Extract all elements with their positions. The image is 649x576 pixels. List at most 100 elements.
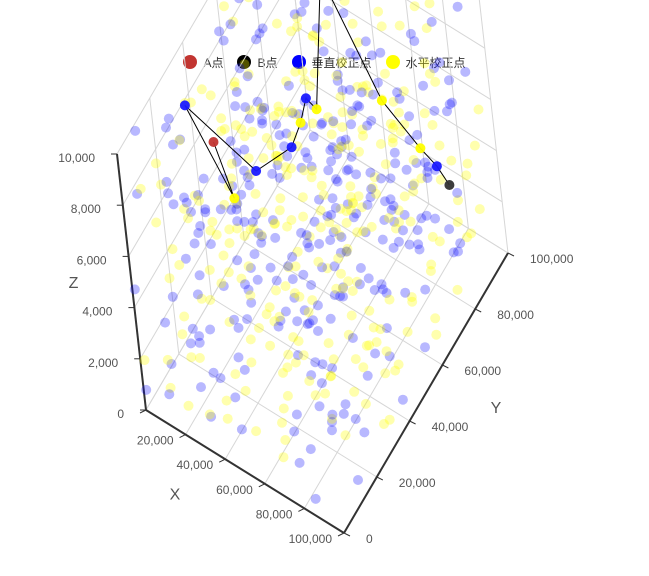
vertical-point[interactable] [206, 411, 217, 422]
vertical-point[interactable] [218, 281, 229, 292]
horizontal-point[interactable] [333, 253, 344, 264]
vertical-point[interactable] [390, 158, 401, 169]
horizontal-point[interactable] [167, 244, 178, 255]
vertical-point[interactable] [327, 363, 338, 373]
horizontal-point[interactable] [322, 263, 333, 274]
horizontal-point[interactable] [239, 230, 250, 241]
vertical-point[interactable] [292, 316, 303, 327]
horizontal-point[interactable] [409, 178, 420, 189]
horizontal-point[interactable] [360, 398, 371, 409]
horizontal-point[interactable] [243, 69, 254, 80]
vertical-point[interactable] [353, 475, 363, 485]
horizontal-point[interactable] [286, 26, 296, 37]
horizontal-point[interactable] [150, 158, 161, 169]
vertical-point[interactable] [246, 297, 257, 308]
vertical-point[interactable] [166, 359, 177, 369]
vertical-point[interactable] [254, 28, 265, 39]
vertical-point[interactable] [318, 46, 329, 57]
vertical-point[interactable] [225, 19, 236, 30]
horizontal-point[interactable] [320, 19, 331, 30]
horizontal-point[interactable] [408, 155, 419, 165]
route-point-A[interactable] [208, 137, 219, 147]
horizontal-point[interactable] [261, 133, 272, 143]
vertical-point[interactable] [384, 351, 395, 362]
vertical-point[interactable] [377, 284, 388, 295]
horizontal-point[interactable] [219, 199, 230, 210]
horizontal-point[interactable] [387, 137, 398, 148]
horizontal-point[interactable] [352, 276, 362, 287]
vertical-point[interactable] [168, 199, 179, 210]
horizontal-point[interactable] [274, 205, 285, 216]
vertical-point[interactable] [343, 164, 354, 175]
horizontal-point[interactable] [435, 174, 446, 185]
horizontal-point[interactable] [323, 112, 333, 123]
horizontal-point[interactable] [286, 215, 297, 225]
vertical-point[interactable] [453, 246, 463, 257]
horizontal-point[interactable] [453, 195, 463, 206]
vertical-point[interactable] [344, 84, 355, 95]
horizontal-point[interactable] [353, 37, 363, 48]
vertical-point[interactable] [234, 63, 245, 74]
horizontal-point[interactable] [347, 18, 358, 29]
vertical-point[interactable] [331, 174, 341, 185]
vertical-point[interactable] [444, 224, 455, 235]
horizontal-point[interactable] [229, 81, 240, 92]
vertical-point[interactable] [273, 321, 284, 332]
legend-item-horizontal[interactable]: 水平校正点 [385, 54, 466, 71]
horizontal-point[interactable] [205, 90, 216, 101]
horizontal-point[interactable] [236, 273, 247, 284]
vertical-point[interactable] [267, 168, 278, 179]
vertical-point[interactable] [240, 279, 250, 290]
vertical-point[interactable] [163, 188, 173, 199]
horizontal-point[interactable] [297, 192, 308, 203]
vertical-point[interactable] [365, 167, 376, 178]
horizontal-point[interactable] [304, 231, 315, 242]
vertical-point[interactable] [287, 274, 298, 285]
vertical-point[interactable] [242, 314, 253, 325]
vertical-point[interactable] [240, 102, 251, 113]
horizontal-point[interactable] [223, 267, 234, 278]
vertical-point[interactable] [372, 77, 383, 88]
horizontal-point[interactable] [326, 129, 337, 140]
horizontal-point[interactable] [248, 223, 259, 234]
vertical-point[interactable] [434, 57, 445, 68]
horizontal-point[interactable] [431, 329, 442, 340]
vertical-point[interactable] [214, 26, 225, 37]
vertical-point[interactable] [306, 280, 317, 290]
vertical-point[interactable] [301, 230, 312, 241]
horizontal-point[interactable] [407, 296, 418, 307]
vertical-point[interactable] [386, 204, 397, 215]
vertical-point[interactable] [327, 416, 337, 427]
vertical-point[interactable] [230, 101, 241, 112]
horizontal-point[interactable] [239, 59, 250, 70]
vertical-point[interactable] [231, 204, 242, 215]
route-point-horizontal[interactable] [295, 117, 306, 128]
horizontal-point[interactable] [286, 163, 297, 174]
horizontal-point[interactable] [283, 349, 294, 360]
horizontal-point[interactable] [230, 369, 241, 380]
vertical-point[interactable] [161, 122, 171, 133]
vertical-point[interactable] [354, 279, 365, 290]
vertical-point[interactable] [271, 119, 282, 130]
horizontal-point[interactable] [427, 120, 438, 130]
vertical-point[interactable] [192, 289, 203, 300]
horizontal-point[interactable] [398, 86, 409, 97]
vertical-point[interactable] [194, 337, 205, 348]
vertical-point[interactable] [270, 232, 281, 243]
horizontal-point[interactable] [387, 133, 398, 144]
vertical-point[interactable] [239, 364, 250, 375]
horizontal-point[interactable] [269, 316, 280, 327]
vertical-point[interactable] [340, 399, 351, 410]
vertical-point[interactable] [189, 238, 200, 249]
vertical-point[interactable] [257, 115, 267, 126]
vertical-point[interactable] [404, 135, 415, 145]
route-point-B[interactable] [444, 180, 455, 190]
horizontal-point[interactable] [194, 353, 205, 363]
vertical-point[interactable] [325, 235, 336, 246]
horizontal-point[interactable] [221, 395, 232, 406]
vertical-point[interactable] [338, 291, 348, 302]
vertical-point[interactable] [302, 319, 313, 330]
horizontal-point[interactable] [280, 435, 291, 445]
vertical-point[interactable] [232, 216, 243, 227]
horizontal-point[interactable] [424, 68, 435, 79]
